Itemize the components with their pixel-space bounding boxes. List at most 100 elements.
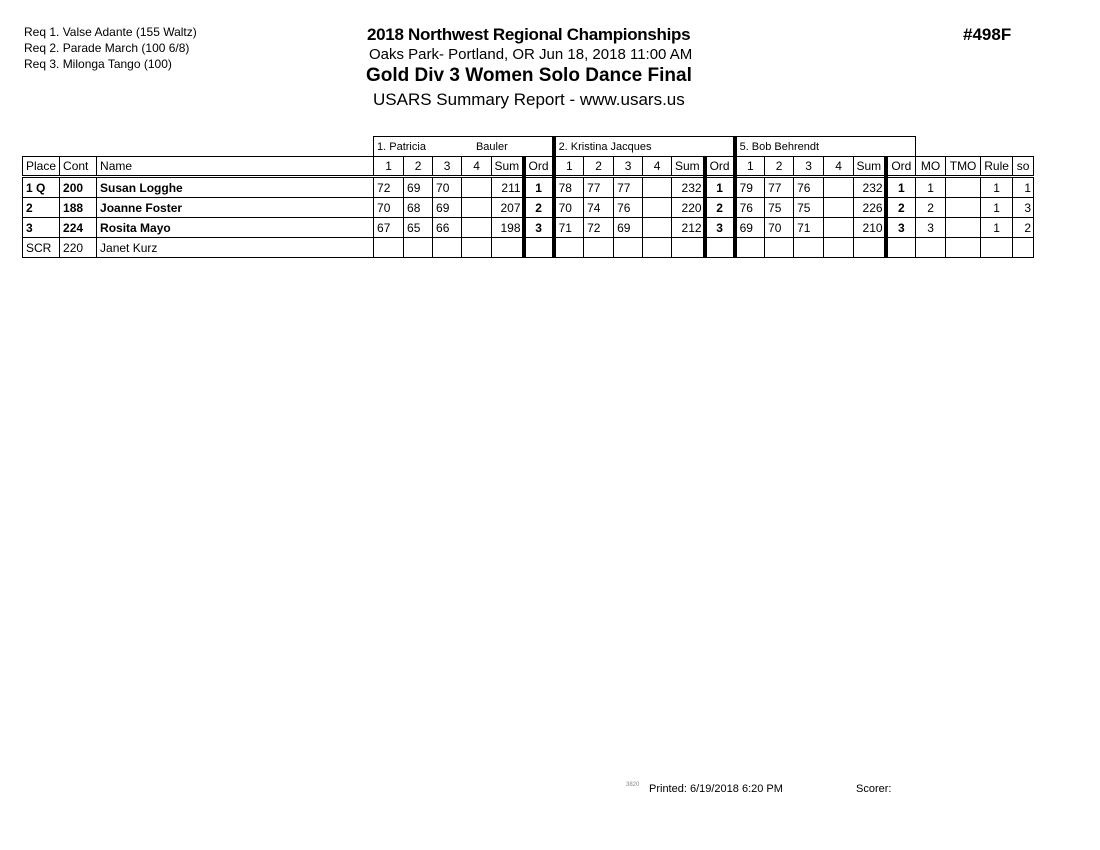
judge-3-fig-2-cell: 77 (764, 176, 795, 198)
judge-2-fig-3-cell: 77 (613, 176, 644, 198)
table-row: 2 188 Joanne Foster 70 68 69 207 2 70 74 76 220 2 76 7… (21, 197, 1035, 218)
judge-1-fig-3-cell: 70 (432, 176, 463, 198)
judge-2-fig-2-cell: 77 (583, 176, 615, 198)
name-cell: Rosita Mayo (96, 217, 375, 238)
judge-3-fig-1-cell: 69 (732, 217, 766, 238)
judge-1-fig-2-cell: 69 (403, 176, 434, 198)
judge-1-fig-3-cell (432, 237, 463, 258)
judge-3-sum-cell: 226 (853, 197, 887, 218)
scorer-label: Scorer: (856, 783, 892, 795)
col-tmo: TMO (945, 156, 982, 178)
event-title: Gold Div 3 Women Solo Dance Final (366, 65, 692, 86)
col-judge-1-ord: Ord (521, 156, 555, 178)
judge-2-fig-2-cell (583, 237, 615, 258)
rule-cell (980, 237, 1014, 258)
table-row: 3 224 Rosita Mayo 67 65 66 198 3 71 72 69 212 3 69 70 7… (21, 217, 1035, 238)
results-table: 1. Patricia Bauler 2. Kristina Jacques 5.… (21, 136, 1035, 258)
requirement-1: Req 1. Valse Adante (155 Waltz) (24, 25, 197, 39)
col-judge-3-fig-4: 4 (823, 156, 855, 178)
judge-1-sum-cell: 198 (491, 217, 525, 238)
col-judge-3-fig-2: 2 (764, 156, 795, 178)
judge-1-fig-2-cell: 65 (403, 217, 434, 238)
table-row: SCR 220 Janet Kurz (21, 237, 1035, 258)
judge-3-fig-2-cell: 70 (764, 217, 795, 238)
rule-cell: 1 (980, 197, 1014, 218)
col-judge-2-sum: Sum (671, 156, 706, 178)
judge-2-fig-3-cell: 69 (613, 217, 644, 238)
col-judge-1-fig-1: 1 (373, 156, 405, 178)
mo-cell (915, 237, 947, 258)
table-row: 1 Q 200 Susan Logghe 72 69 70 211 1 78 77 77 232 1 79… (21, 176, 1035, 198)
col-judge-1-sum: Sum (491, 156, 525, 178)
judge-1-ord-cell: 3 (521, 217, 555, 238)
mo-cell: 3 (915, 217, 947, 238)
judge-3-fig-3-cell: 75 (793, 197, 825, 218)
judge-3-fig-3-cell: 76 (793, 176, 825, 198)
judge-1-ord-cell: 2 (521, 197, 555, 218)
judge-3-fig-4-cell (823, 176, 855, 198)
judge-2-ord-cell: 2 (702, 197, 736, 218)
judge-1-ord-cell (521, 237, 555, 258)
judge-2-fig-1-cell (551, 237, 585, 258)
judge-1-sum-cell: 211 (491, 176, 525, 198)
judge-3-ord-cell: 3 (883, 217, 917, 238)
judge-1-fig-4-cell (461, 176, 493, 198)
judge-3-fig-4-cell (823, 217, 855, 238)
tmo-cell (945, 176, 982, 198)
col-so: so (1012, 156, 1035, 178)
judge-3-fig-1-cell (732, 237, 766, 258)
judge-3-sum-cell: 232 (853, 176, 887, 198)
col-judge-2-fig-3: 3 (613, 156, 644, 178)
judge-3-fig-1-cell: 79 (732, 176, 766, 198)
judge-3-fig-1-cell: 76 (732, 197, 766, 218)
so-cell: 1 (1012, 176, 1035, 198)
judge-1-fig-4-cell (461, 217, 493, 238)
page-code: 3820 (626, 782, 640, 788)
judge-1-fig-2-cell: 68 (403, 197, 434, 218)
col-judge-3-sum: Sum (853, 156, 887, 178)
col-name: Name (96, 156, 375, 178)
judge-2-sum-cell: 212 (671, 217, 706, 238)
col-rule: Rule (980, 156, 1014, 178)
judge-3-ord-cell (883, 237, 917, 258)
mo-cell: 2 (915, 197, 947, 218)
judge-3-ord-cell: 1 (883, 176, 917, 198)
judge-2-sum-cell (671, 237, 706, 258)
judge-3: 5. Bob Behrendt (732, 136, 917, 157)
judge-2-ord-cell: 3 (702, 217, 736, 238)
judge-3-sum-cell: 210 (853, 217, 887, 238)
place-cell: 2 (21, 197, 61, 218)
tmo-cell (945, 237, 982, 258)
name-cell: Janet Kurz (96, 237, 375, 258)
col-judge-3-fig-3: 3 (793, 156, 825, 178)
cont-cell: 188 (59, 197, 98, 218)
judge-2-fig-2-cell: 72 (583, 217, 615, 238)
col-judge-1-fig-3: 3 (432, 156, 463, 178)
col-cont: Cont (59, 156, 98, 178)
judge-1-sum-cell (491, 237, 525, 258)
col-judge-1-fig-2: 2 (403, 156, 434, 178)
judge-3-sum-cell (853, 237, 887, 258)
judge-1-fig-1-cell: 70 (373, 197, 405, 218)
cont-cell: 224 (59, 217, 98, 238)
judge-3-fig-2-cell: 75 (764, 197, 795, 218)
competition-title: 2018 Northwest Regional Championships (367, 25, 691, 44)
judge-1-fig-4-cell (461, 237, 493, 258)
place-cell: SCR (21, 237, 61, 258)
rule-cell: 1 (980, 176, 1014, 198)
col-judge-2-fig-1: 1 (551, 156, 585, 178)
col-mo: MO (915, 156, 947, 178)
judge-2-fig-1-cell: 71 (551, 217, 585, 238)
col-judge-2-ord: Ord (702, 156, 736, 178)
requirement-3: Req 3. Milonga Tango (100) (24, 57, 172, 71)
judge-2-fig-4-cell (642, 237, 673, 258)
judge-2-fig-3-cell (613, 237, 644, 258)
judge-2-sum-cell: 220 (671, 197, 706, 218)
judge-2-fig-1-cell: 78 (551, 176, 585, 198)
col-place: Place (21, 156, 61, 178)
judge-header-row: 1. Patricia Bauler 2. Kristina Jacques 5.… (23, 136, 1034, 157)
judge-2-ord-cell: 1 (702, 176, 736, 198)
report-title: USARS Summary Report - www.usars.us (373, 90, 685, 109)
judge-2-fig-3-cell: 76 (613, 197, 644, 218)
col-judge-2-fig-4: 4 (642, 156, 673, 178)
